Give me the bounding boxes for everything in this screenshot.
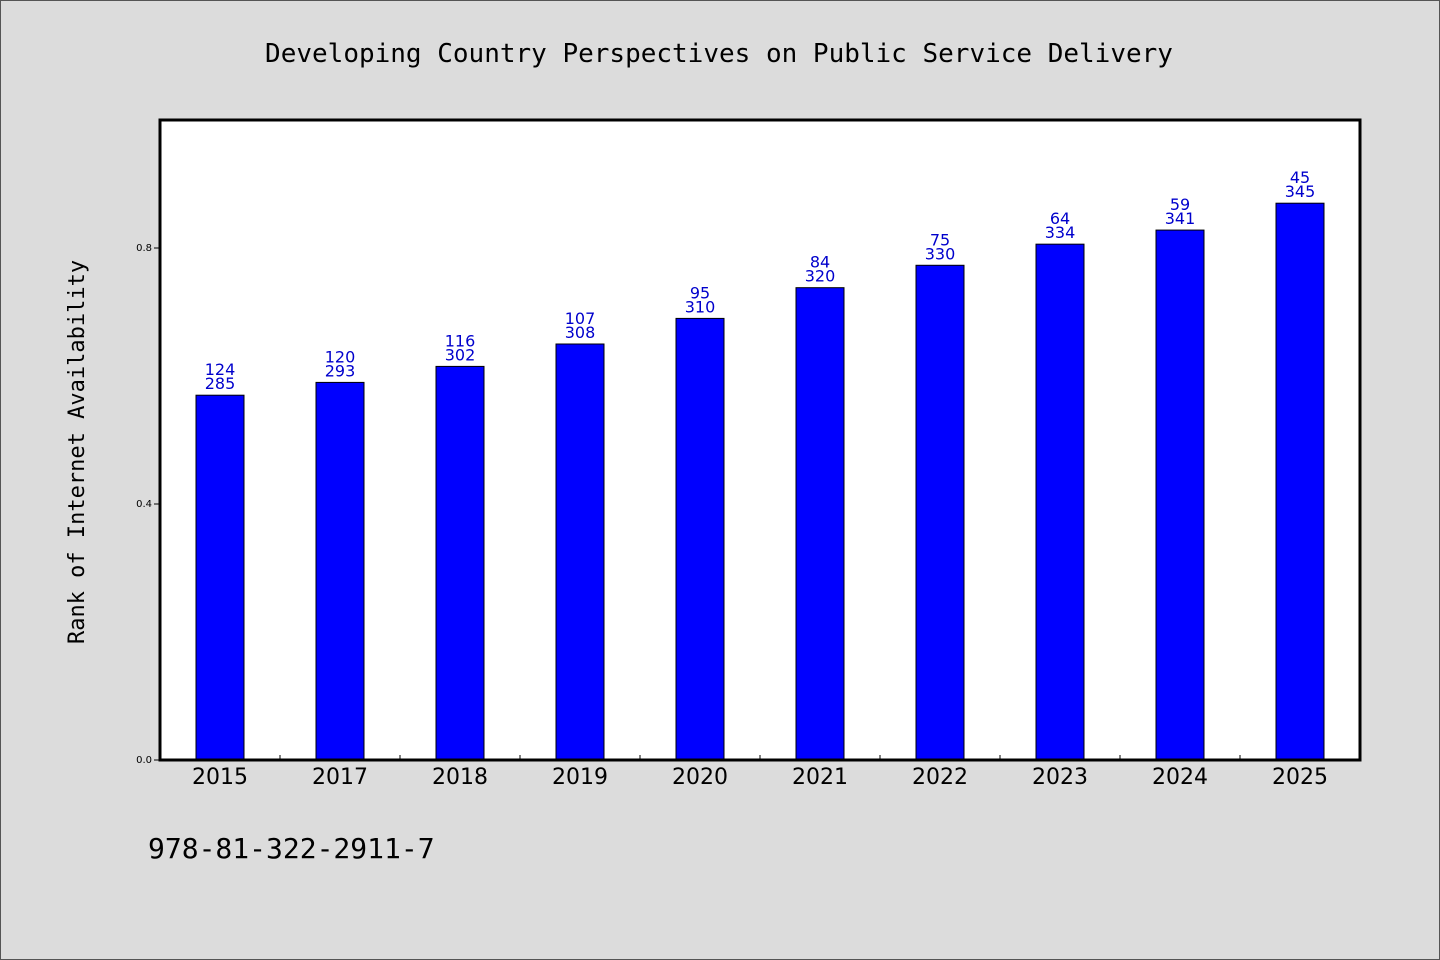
- bar-label-bottom: 302: [445, 345, 476, 364]
- bar: [1275, 202, 1325, 761]
- bar-label-top: 59: [1170, 195, 1190, 214]
- plot-border: [158, 118, 1362, 762]
- bar: [795, 287, 845, 761]
- bar-label-bottom: 310: [685, 297, 716, 316]
- bar: [1035, 243, 1085, 761]
- bar: [195, 394, 245, 761]
- x-tick-label: 2018: [432, 765, 488, 790]
- chart-title: Developing Country Perspectives on Publi…: [265, 39, 1173, 69]
- y-tick-label: 0.8: [136, 243, 152, 254]
- bar-label-top: 124: [205, 360, 236, 379]
- bar-label-bottom: 293: [325, 361, 356, 380]
- x-tick-label: 2025: [1272, 765, 1328, 790]
- bar-label-top: 107: [565, 309, 596, 328]
- axis-ticks: 0.0 0.4 0.8 2015 2017 2018 2019 2020 2021 2022 202…: [136, 243, 1328, 790]
- x-tick-label: 2020: [672, 765, 728, 790]
- bar: [915, 264, 965, 761]
- bar-label-bottom: 320: [805, 267, 836, 286]
- y-axis-label: Rank of Internet Availability: [65, 260, 90, 644]
- x-tick-label: 2015: [192, 765, 248, 790]
- bar-label-top: 45: [1290, 168, 1310, 187]
- bar: [555, 343, 605, 761]
- bar-label-top: 64: [1050, 209, 1070, 228]
- bar-label-bottom: 330: [925, 244, 956, 263]
- x-tick-label: 2024: [1152, 765, 1208, 790]
- bar: [1155, 229, 1205, 761]
- bar-label-bottom: 345: [1285, 182, 1316, 201]
- x-tick-label: 2021: [792, 765, 848, 790]
- bar: [315, 381, 365, 761]
- x-tick-label: 2019: [552, 765, 608, 790]
- x-tick-label: 2022: [912, 765, 968, 790]
- bar-label-bottom: 334: [1045, 223, 1076, 242]
- y-tick-label: 0.4: [136, 499, 152, 510]
- bar-label-bottom: 308: [565, 323, 596, 342]
- bar-label-top: 95: [690, 283, 710, 302]
- x-tick-label: 2023: [1032, 765, 1088, 790]
- bar-label-bottom: 341: [1165, 209, 1196, 228]
- bar-label-top: 75: [930, 230, 950, 249]
- isbn-text: 978-81-322-2911-7: [148, 832, 435, 865]
- bar: [675, 317, 725, 761]
- bar-label-top: 116: [445, 331, 476, 350]
- bar: [435, 365, 485, 761]
- bar-label-top: 120: [325, 347, 356, 366]
- y-tick-label: 0.0: [136, 755, 152, 766]
- bar-label-bottom: 285: [205, 374, 236, 393]
- bar-label-top: 84: [810, 253, 830, 272]
- x-tick-label: 2017: [312, 765, 368, 790]
